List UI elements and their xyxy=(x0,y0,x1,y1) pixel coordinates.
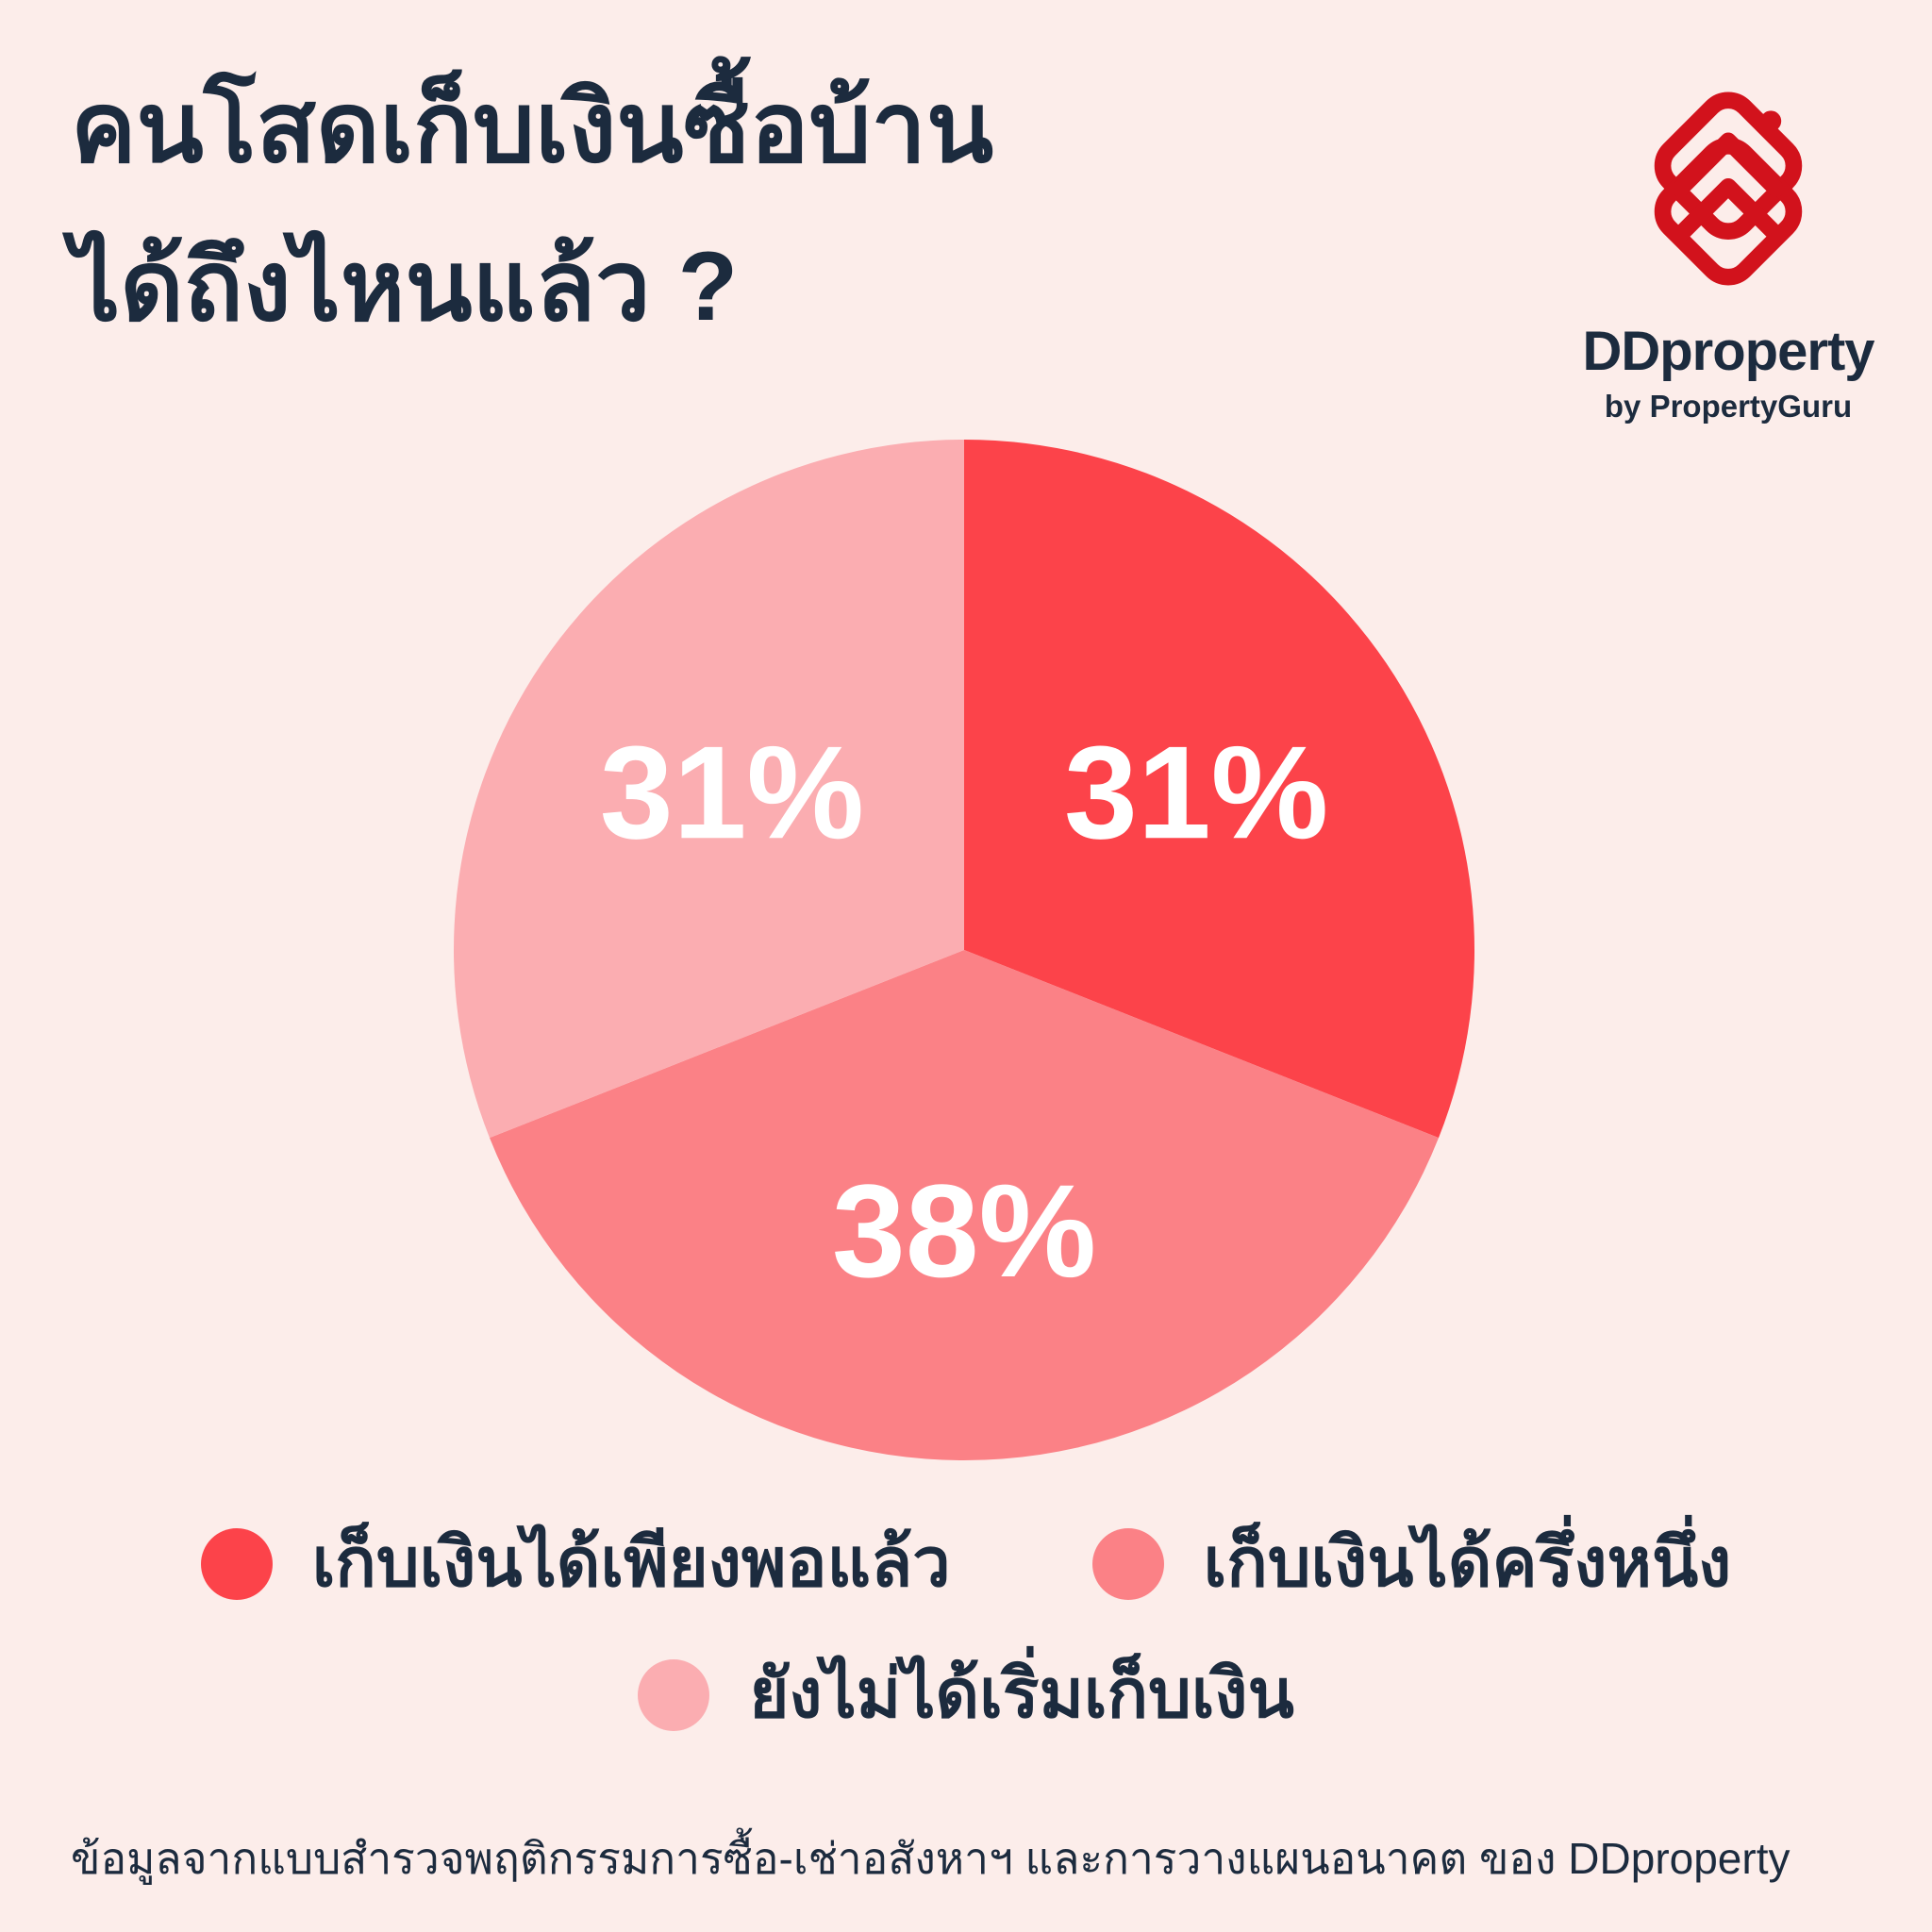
legend-item-label: เก็บเงินได้เพียงพอแล้ว xyxy=(311,1525,951,1601)
pie-value-label: 31% xyxy=(1064,718,1328,866)
pie-slice xyxy=(489,950,1440,1460)
pie-value-label: 38% xyxy=(832,1157,1096,1305)
pie-slice xyxy=(964,440,1474,1139)
pie-value-label: 31% xyxy=(600,718,864,866)
pie-slice xyxy=(453,440,964,1139)
title-line-2: ได้ถึงไหนแล้ว ? xyxy=(71,232,739,342)
legend-item-label: ยังไม่ได้เริ่มเก็บเงิน xyxy=(749,1657,1294,1733)
pie-chart: 31% 38% 31% xyxy=(453,440,1474,1460)
infographic-title: คนโสดเก็บเงินซื้อบ้าน ได้ถึงไหนแล้ว ? xyxy=(71,49,993,367)
legend-item-not-started: ยังไม่ได้เริ่มเก็บเงิน xyxy=(638,1657,1294,1732)
legend-dot-salmon xyxy=(1091,1527,1164,1600)
brand-byline: by PropertyGuru xyxy=(1604,389,1853,424)
legend: เก็บเงินได้เพียงพอแล้ว เก็บเงินได้ครึ่งห… xyxy=(0,1525,1932,1732)
ddproperty-logo: DDproperty by PropertyGuru xyxy=(1577,87,1879,422)
source-note: ข้อมูลจากแบบสำรวจพฤติกรรมการซื้อ-เช่าอสั… xyxy=(71,1834,1790,1883)
brand-wordmark: DDproperty xyxy=(1582,321,1874,382)
title-line-1: คนโสดเก็บเงินซื้อบ้าน xyxy=(71,74,994,183)
legend-row-2: ยังไม่ได้เริ่มเก็บเงิน xyxy=(638,1657,1294,1732)
legend-dot-red xyxy=(200,1527,273,1600)
legend-dot-pink xyxy=(638,1658,710,1731)
legend-item-saved-enough: เก็บเงินได้เพียงพอแล้ว xyxy=(200,1525,951,1601)
legend-item-saved-half: เก็บเงินได้ครึ่งหนึ่ง xyxy=(1091,1525,1732,1601)
legend-item-label: เก็บเงินได้ครึ่งหนึ่ง xyxy=(1203,1525,1732,1601)
ddproperty-house-icon xyxy=(1654,92,1803,286)
legend-row-1: เก็บเงินได้เพียงพอแล้ว เก็บเงินได้ครึ่งห… xyxy=(200,1525,1732,1601)
chimney-dot xyxy=(1760,110,1782,132)
